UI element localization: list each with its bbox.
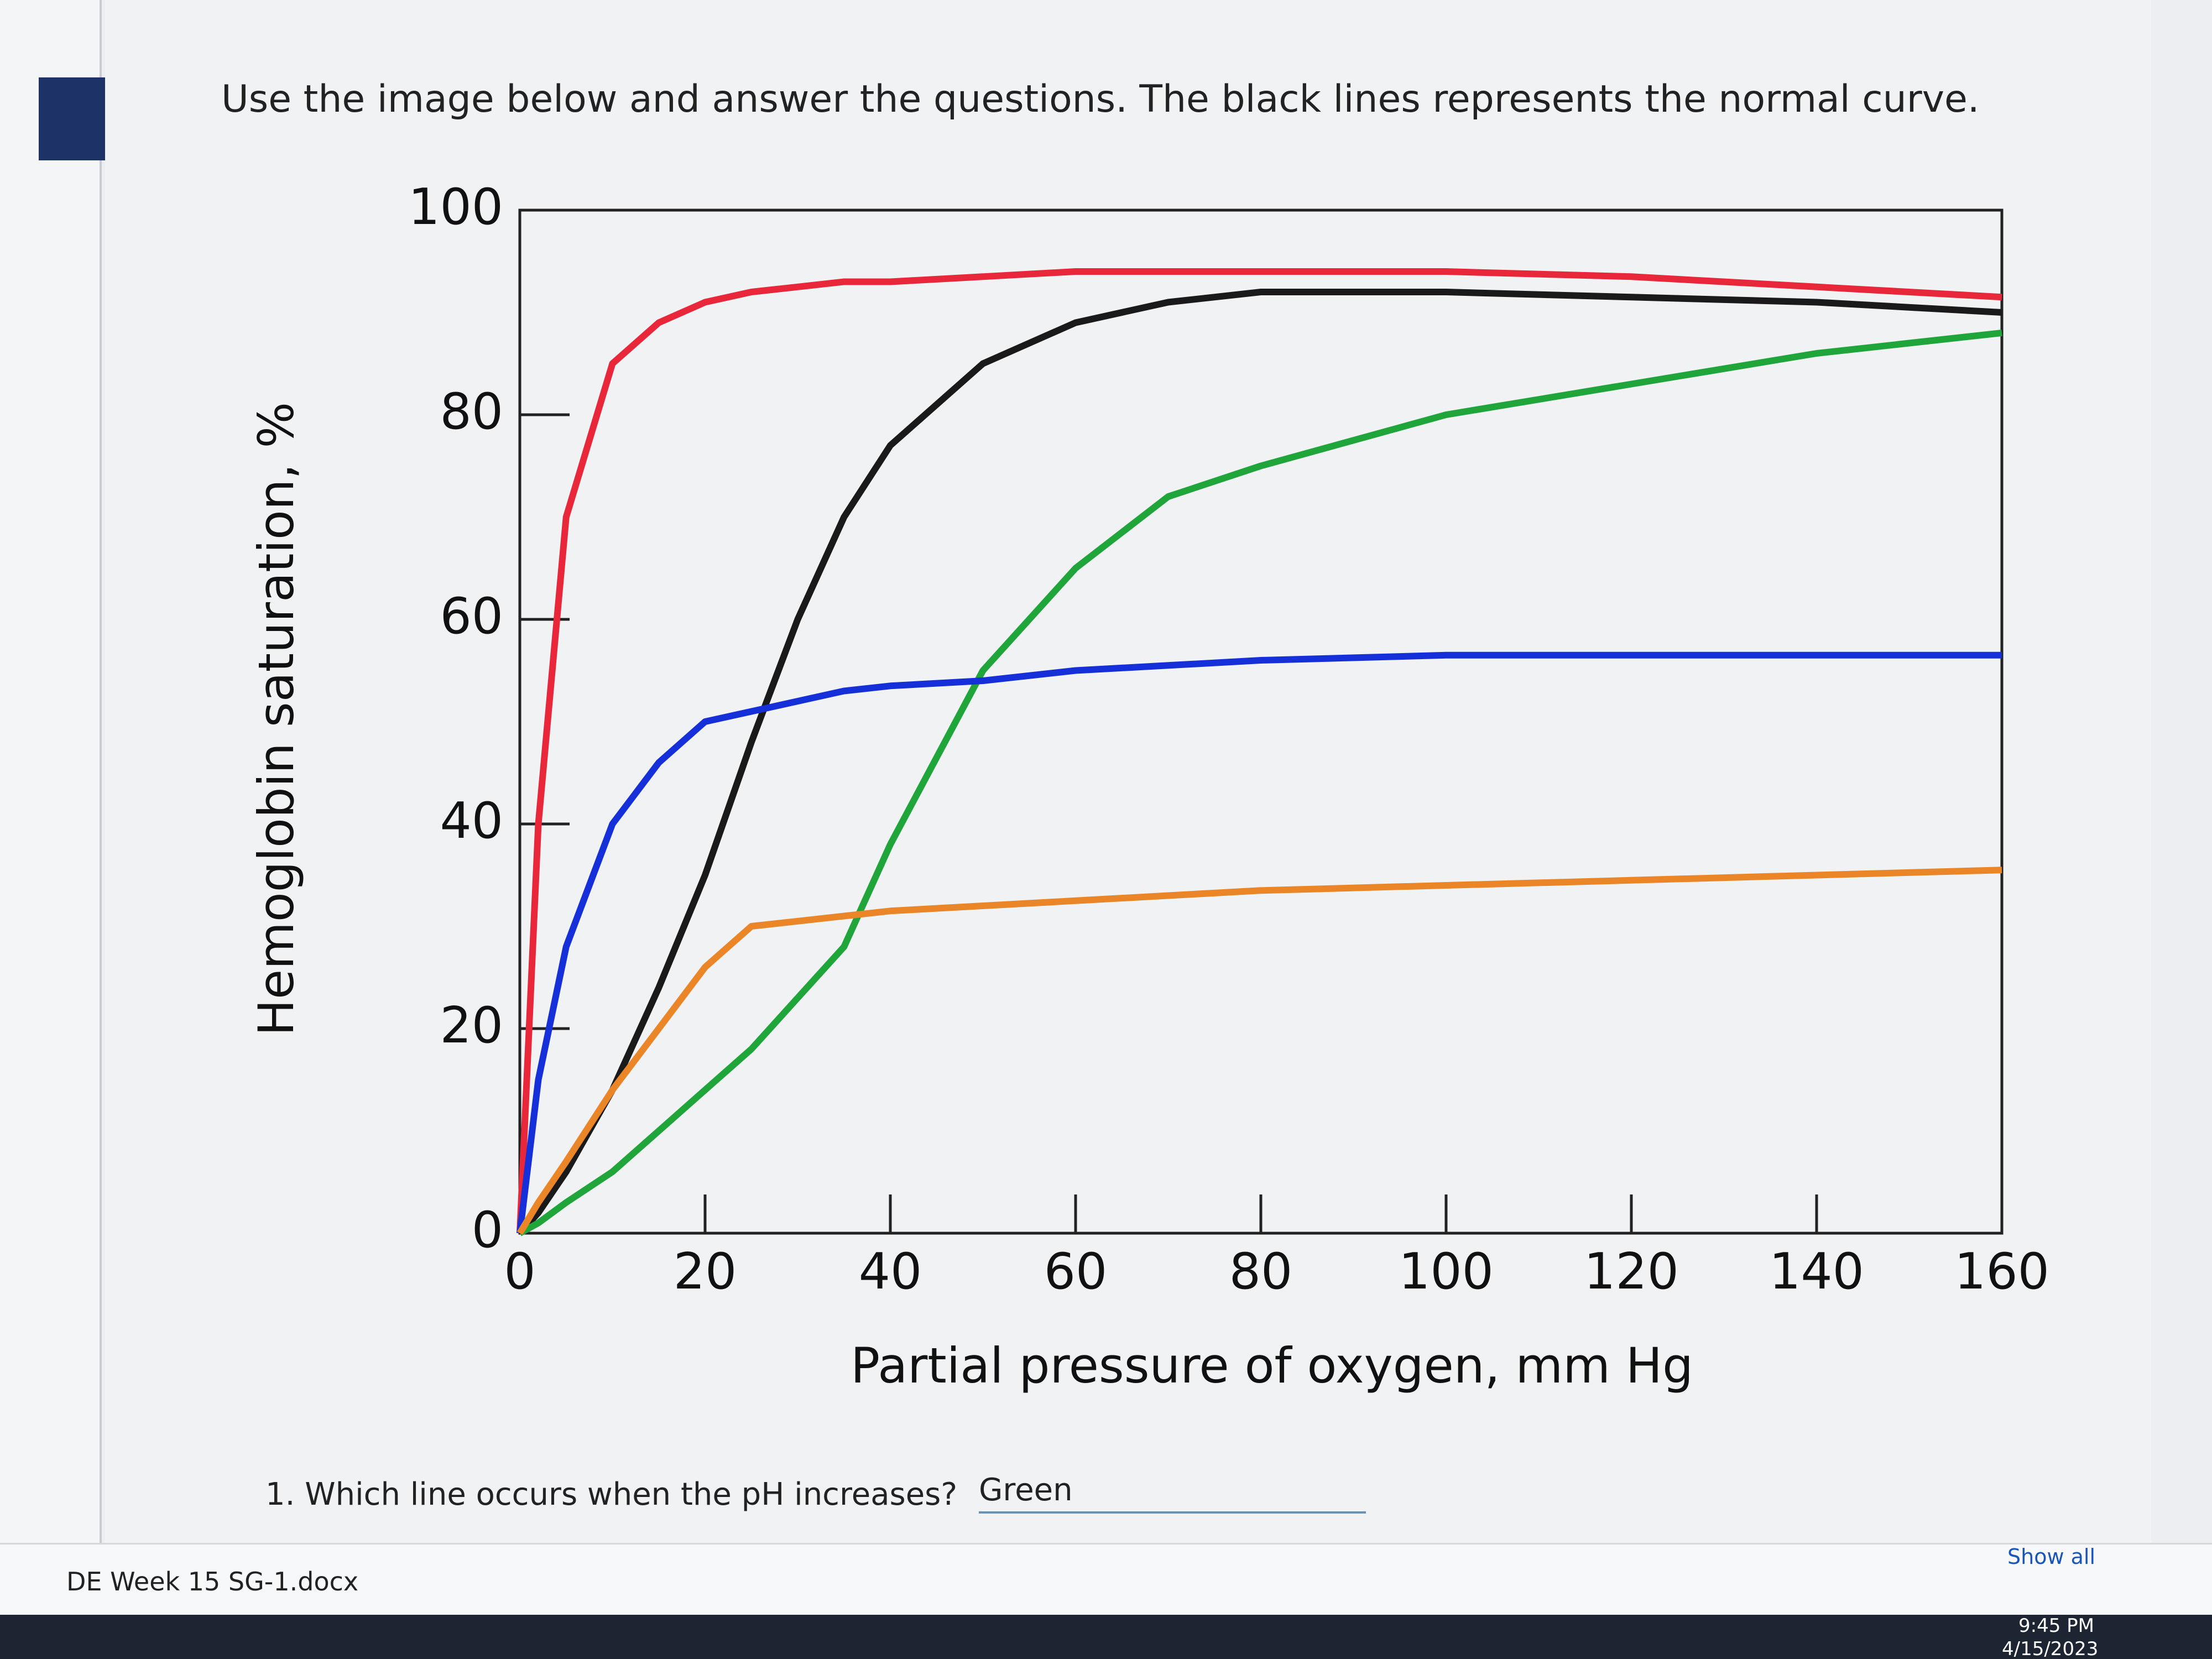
y-tick-label: 100 — [408, 178, 503, 236]
document — [105, 0, 2151, 1543]
taskbar: 9:45 PM 4/15/2023 — [0, 1615, 2212, 1659]
x-tick-label: 0 — [504, 1243, 535, 1301]
chart: Partial pressure of oxygen, mm Hg Hemogl… — [248, 178, 2049, 1394]
curve — [517, 867, 2002, 1235]
question: 1. Which line occurs when the pH increas… — [265, 1477, 958, 1512]
y-tick-label: 0 — [472, 1201, 503, 1259]
y-tick-label: 80 — [440, 383, 503, 441]
download-bar: DE Week 15 SG-1.docx Show all — [0, 1543, 2212, 1616]
curve — [517, 651, 2002, 1234]
x-tick-label: 40 — [859, 1243, 922, 1301]
show-all[interactable]: Show all — [2007, 1545, 2096, 1569]
y-tick-label: 20 — [440, 997, 503, 1055]
x-tick-label: 120 — [1584, 1243, 1679, 1301]
x-tick-label: 160 — [1954, 1243, 2049, 1301]
x-tick-label: 60 — [1044, 1243, 1108, 1301]
y-axis-label: Hemoglobin saturation, % — [248, 402, 305, 1036]
instruction: Use the image below and answer the quest… — [221, 77, 1980, 121]
curve — [518, 330, 2002, 1237]
clock-time: 9:45 PM — [2018, 1615, 2094, 1637]
y-tick-label: 60 — [440, 587, 503, 645]
curve — [517, 268, 2002, 1234]
x-tick-label: 20 — [674, 1243, 737, 1301]
curve — [517, 289, 2002, 1236]
sidebar — [0, 0, 102, 1548]
y-tick-label: 40 — [440, 792, 503, 850]
x-tick-label: 100 — [1399, 1243, 1494, 1301]
download-file[interactable]: DE Week 15 SG-1.docx — [66, 1567, 359, 1597]
x-axis-label: Partial pressure of oxygen, mm Hg — [851, 1337, 1693, 1394]
answer-dropdown[interactable]: Green — [979, 1472, 1366, 1514]
x-tick-label: 80 — [1229, 1243, 1293, 1301]
clock-date: 4/15/2023 — [2002, 1638, 2099, 1659]
x-tick-label: 140 — [1769, 1243, 1864, 1301]
plot-frame — [518, 208, 2004, 1235]
